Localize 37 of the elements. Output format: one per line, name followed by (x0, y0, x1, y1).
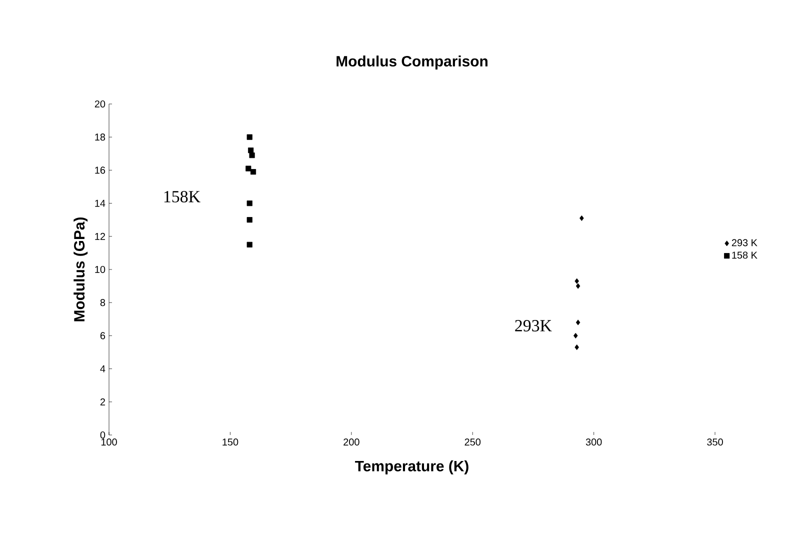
point (246, 134, 252, 140)
x-axis-title: Temperature (K) (355, 460, 468, 474)
point (573, 332, 578, 338)
y-tick-label: 4 (100, 365, 106, 372)
point (246, 217, 252, 223)
y-tick-label: 6 (100, 332, 106, 340)
y-tick-label: 16 (95, 166, 106, 174)
y-tick-label: 8 (100, 299, 106, 306)
point (246, 200, 252, 206)
point (574, 278, 579, 284)
point (246, 166, 252, 172)
annotation: 293K (515, 320, 552, 332)
y-tick-label: 14 (95, 200, 106, 207)
y-tick-label: 10 (95, 266, 106, 274)
point (580, 215, 584, 221)
point (248, 148, 254, 154)
legend-label: 158 K (732, 252, 758, 259)
point (246, 242, 252, 248)
chart-title: Modulus Comparison (336, 56, 488, 70)
point (576, 283, 580, 289)
x-tick-label: 150 (222, 438, 238, 446)
point (249, 152, 255, 158)
point (576, 320, 580, 326)
y-tick-label: 18 (95, 134, 106, 141)
y-tick-label: 20 (94, 100, 106, 108)
x-tick-label: 300 (586, 438, 602, 446)
y-tick-label: 0 (100, 431, 106, 439)
point (250, 169, 256, 175)
y-tick-label: 2 (100, 398, 105, 406)
x-tick-label: 200 (344, 438, 360, 446)
annotation: 158K (164, 190, 200, 202)
y-axis-title: Modulus (GPa) (74, 218, 88, 322)
y-tick-label: 12 (95, 232, 105, 240)
x-tick-label: 350 (707, 438, 723, 446)
x-tick-label: 250 (464, 438, 481, 446)
x-tick-label: 100 (101, 438, 117, 446)
legend-label: 293 K (732, 239, 758, 246)
